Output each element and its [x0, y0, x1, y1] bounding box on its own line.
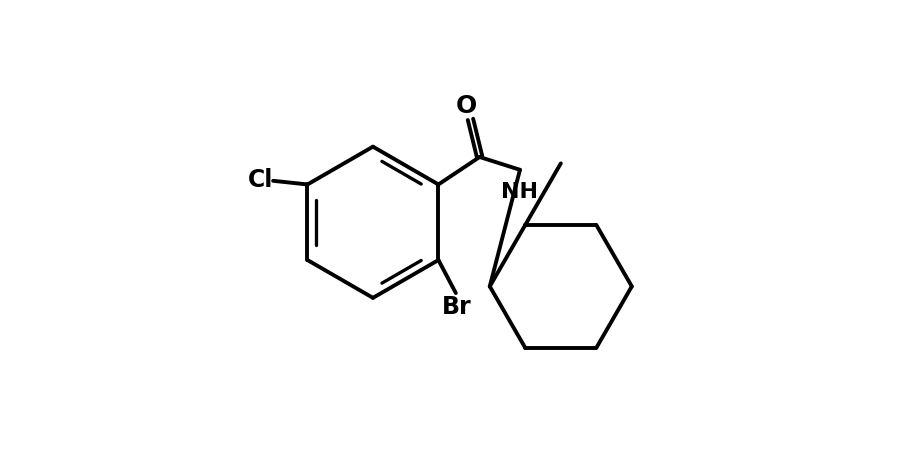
- Text: O: O: [456, 93, 477, 118]
- Text: Br: Br: [441, 295, 471, 319]
- Text: NH: NH: [501, 182, 538, 202]
- Text: Cl: Cl: [247, 168, 273, 192]
